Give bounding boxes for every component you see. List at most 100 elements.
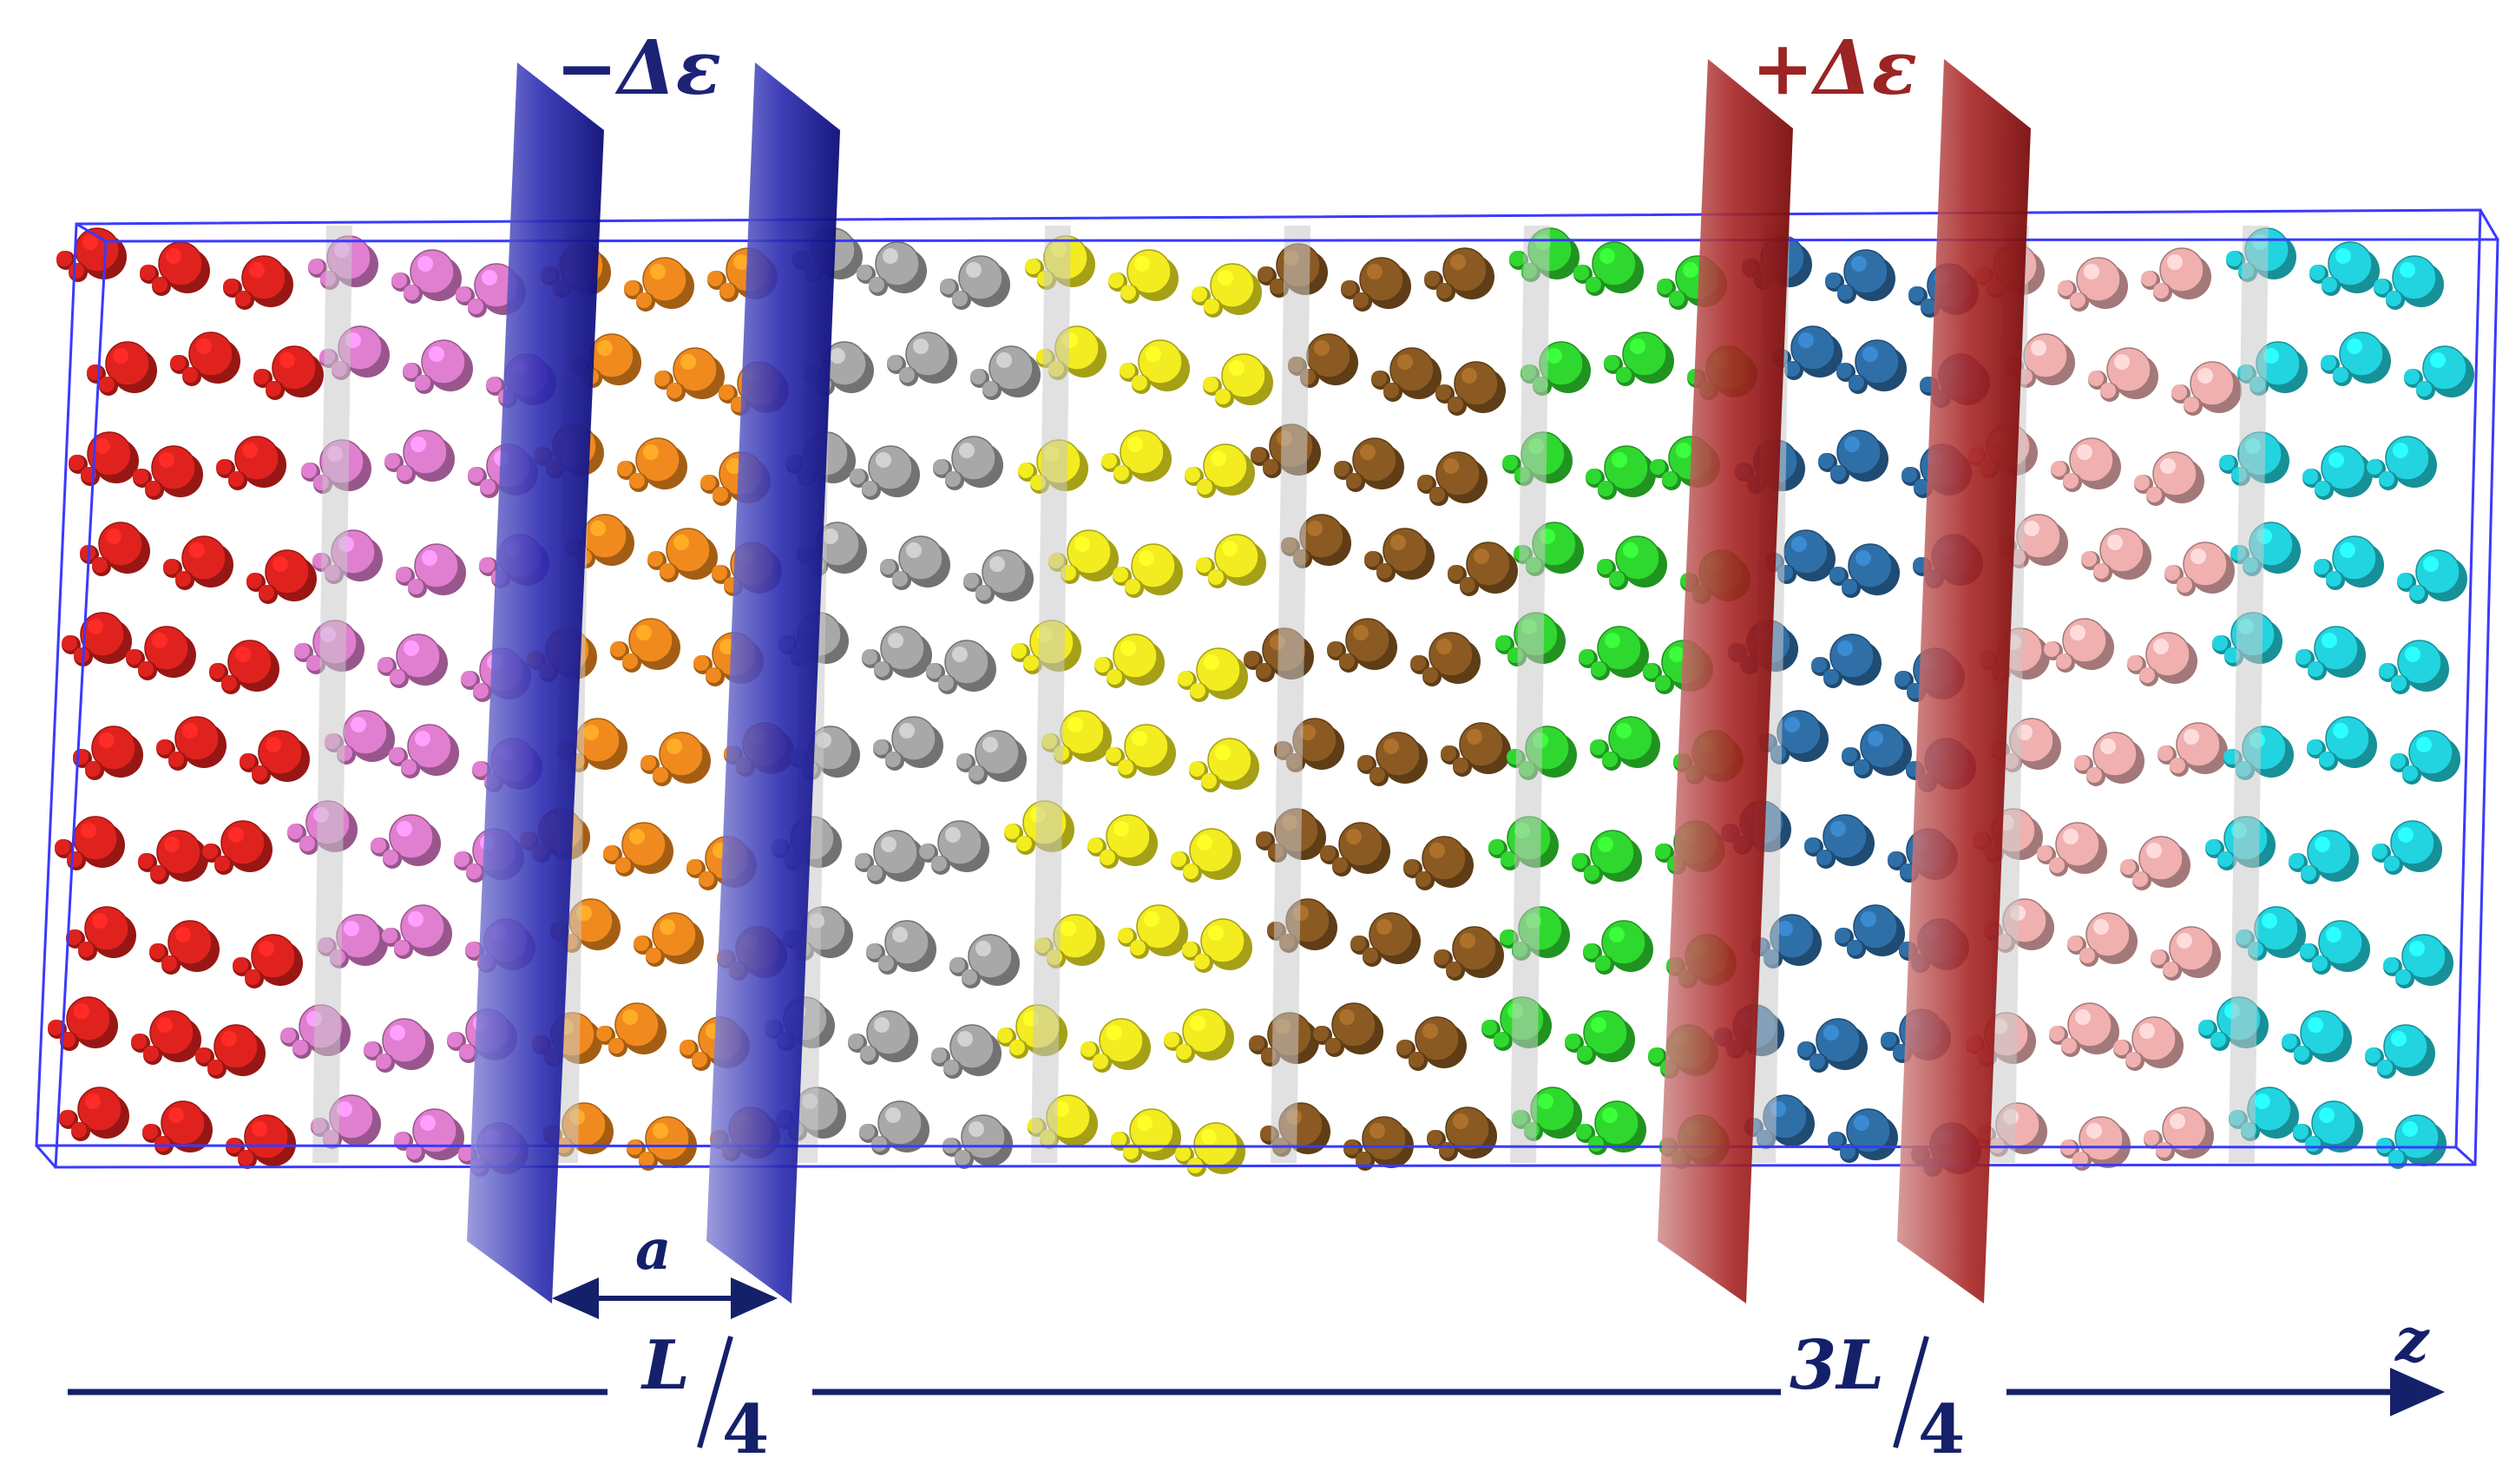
water-molecule bbox=[855, 830, 925, 884]
z-axis-label: z bbox=[2394, 1306, 2430, 1376]
water-molecule bbox=[202, 820, 273, 875]
water-molecule bbox=[2397, 549, 2467, 604]
red-plane-right bbox=[1897, 59, 2031, 1303]
water-molecule bbox=[919, 820, 989, 875]
water-molecule bbox=[931, 1024, 1002, 1079]
water-molecule bbox=[1313, 1002, 1383, 1057]
water-molecule bbox=[1164, 1008, 1234, 1063]
water-molecule bbox=[1094, 634, 1165, 688]
water-molecule bbox=[2367, 436, 2437, 490]
water-molecule bbox=[2141, 247, 2211, 302]
water-molecule bbox=[371, 814, 441, 869]
water-molecule bbox=[233, 934, 303, 988]
water-molecule bbox=[240, 730, 310, 785]
water-molecule bbox=[1828, 1108, 1898, 1163]
water-molecule bbox=[1192, 263, 1262, 318]
divider-plane bbox=[1031, 226, 1071, 1163]
water-molecule bbox=[2074, 732, 2144, 786]
water-molecule bbox=[624, 257, 694, 312]
water-molecule bbox=[55, 816, 125, 870]
water-molecule bbox=[926, 640, 996, 694]
water-molecule bbox=[2293, 1100, 2363, 1155]
three-quarter-L-slash bbox=[1893, 1336, 1929, 1448]
water-molecule bbox=[48, 996, 118, 1051]
water-molecule bbox=[1818, 430, 1888, 484]
water-molecule bbox=[2134, 451, 2204, 506]
water-molecule bbox=[2127, 632, 2197, 686]
water-molecule bbox=[2144, 1106, 2214, 1161]
water-molecule bbox=[1842, 724, 1912, 778]
water-molecule bbox=[850, 445, 920, 500]
water-molecule bbox=[2088, 347, 2158, 402]
water-molecule bbox=[226, 1114, 296, 1169]
water-molecule bbox=[2158, 722, 2228, 777]
water-molecule bbox=[1435, 361, 1506, 416]
water-molecule bbox=[1835, 904, 1905, 959]
water-molecule bbox=[394, 1108, 464, 1163]
water-molecule bbox=[223, 255, 293, 310]
water-molecule bbox=[382, 904, 452, 959]
water-molecule bbox=[131, 1010, 201, 1065]
water-molecule bbox=[62, 612, 132, 666]
water-molecules bbox=[48, 227, 2474, 1177]
blue-plane-right bbox=[706, 62, 840, 1303]
water-molecule bbox=[1829, 543, 1900, 598]
divider-plane bbox=[312, 226, 352, 1163]
water-molecule bbox=[2067, 912, 2138, 967]
water-molecule bbox=[1434, 926, 1504, 981]
water-molecule bbox=[170, 332, 240, 386]
water-molecule bbox=[1320, 822, 1390, 877]
water-molecule bbox=[1113, 543, 1183, 598]
water-molecule bbox=[1334, 437, 1404, 492]
water-molecule bbox=[2383, 934, 2453, 988]
water-molecule bbox=[1441, 722, 1511, 777]
water-molecule bbox=[2049, 1002, 2119, 1057]
water-molecule bbox=[859, 1100, 929, 1155]
quarter-L-denominator: 4 bbox=[722, 1390, 769, 1469]
water-molecule bbox=[866, 920, 936, 975]
water-molecule bbox=[1579, 626, 1649, 680]
water-molecule bbox=[627, 1116, 697, 1171]
water-molecule bbox=[2374, 255, 2444, 310]
water-molecule bbox=[1108, 249, 1179, 304]
water-molecule bbox=[1087, 814, 1158, 869]
water-molecule bbox=[2164, 542, 2235, 596]
water-molecule bbox=[1341, 257, 1411, 312]
water-molecule bbox=[940, 255, 1010, 310]
water-molecule bbox=[195, 1024, 266, 1079]
water-molecule bbox=[1171, 828, 1241, 883]
water-molecule bbox=[1597, 535, 1667, 590]
three-quarter-L-denominator: 4 bbox=[1918, 1390, 1965, 1469]
water-molecule bbox=[2171, 361, 2242, 416]
water-molecule bbox=[603, 822, 673, 877]
water-molecule bbox=[610, 618, 680, 673]
water-molecule bbox=[246, 549, 317, 604]
water-molecule bbox=[1797, 1018, 1868, 1073]
water-molecule bbox=[1573, 241, 1644, 296]
water-molecule bbox=[403, 339, 473, 394]
quarter-L-numerator: L bbox=[640, 1326, 690, 1405]
water-molecule bbox=[640, 732, 711, 786]
water-molecule bbox=[2302, 445, 2373, 500]
water-molecule bbox=[2282, 1010, 2352, 1065]
water-molecule bbox=[73, 726, 143, 780]
water-molecule bbox=[59, 1087, 129, 1141]
water-molecule bbox=[1182, 918, 1252, 973]
water-molecule bbox=[156, 716, 227, 771]
divider-plane bbox=[2229, 226, 2269, 1163]
blue-plane-left bbox=[467, 62, 604, 1303]
water-molecule bbox=[1175, 1122, 1245, 1177]
water-molecule bbox=[1364, 528, 1435, 582]
water-molecule bbox=[1371, 347, 1442, 402]
water-molecule bbox=[384, 430, 455, 484]
water-molecule bbox=[2060, 1116, 2131, 1171]
water-molecule bbox=[149, 920, 220, 975]
water-molecule bbox=[1343, 1116, 1414, 1171]
water-molecule bbox=[1586, 445, 1656, 500]
water-molecule bbox=[1080, 1018, 1151, 1073]
water-molecule bbox=[1357, 732, 1428, 786]
water-molecule bbox=[2296, 626, 2366, 680]
water-molecule bbox=[2372, 820, 2442, 875]
water-molecule bbox=[2390, 730, 2460, 785]
water-molecule bbox=[1111, 1108, 1181, 1163]
